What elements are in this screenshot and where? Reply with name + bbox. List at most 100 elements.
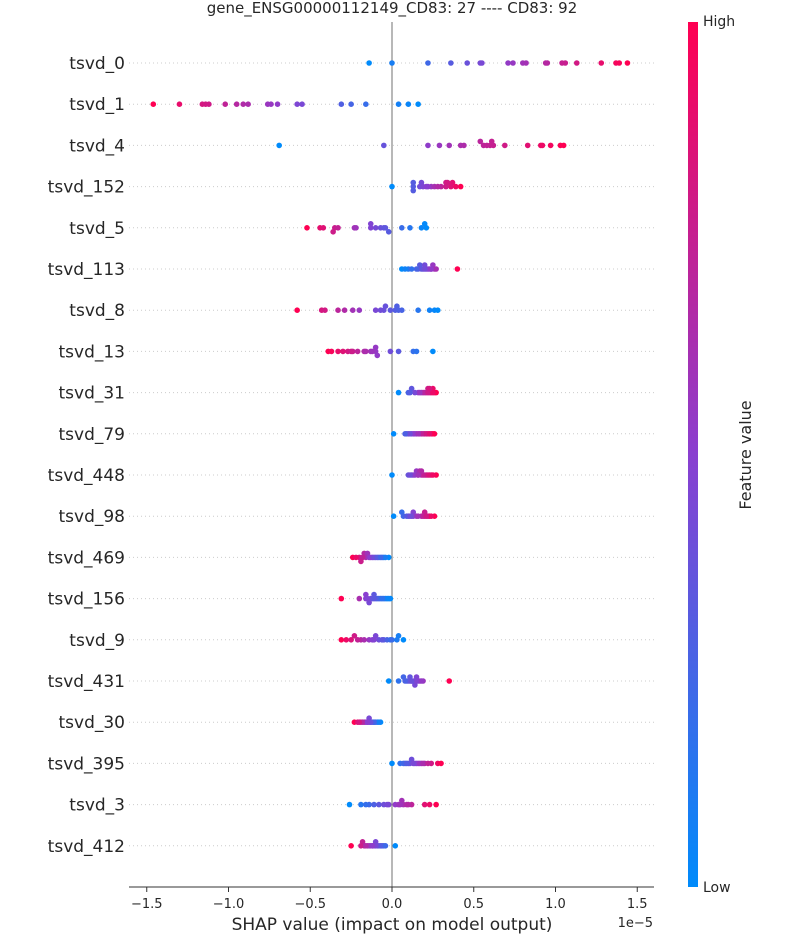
data-point (389, 60, 395, 66)
data-point (431, 431, 438, 437)
colorbar-high-label: High (703, 14, 735, 30)
data-point (430, 389, 436, 396)
data-point (423, 183, 430, 190)
feature-label: tsvd_152 (48, 178, 125, 198)
data-point (341, 307, 348, 314)
data-point (389, 472, 395, 478)
feature-label: tsvd_412 (48, 837, 125, 857)
x-tick-label: 0.0 (382, 897, 403, 912)
data-point (364, 719, 371, 725)
feature-label: tsvd_156 (48, 590, 125, 610)
data-point (358, 558, 364, 565)
data-point (410, 760, 417, 767)
data-point (407, 389, 413, 396)
data-point (328, 348, 335, 355)
data-point (410, 179, 417, 186)
data-point (371, 595, 377, 602)
feature-labels: tsvd_0 tsvd_1 tsvd_4 tsvd_152 tsvd_5 tsvd_113… (48, 54, 125, 857)
data-point (348, 637, 354, 643)
data-point (338, 101, 345, 107)
data-point (426, 307, 433, 314)
data-point (176, 101, 183, 107)
data-point (233, 101, 240, 107)
data-point (434, 183, 441, 190)
x-axis-offset-label: 1e−5 (618, 916, 653, 931)
data-point (348, 348, 354, 355)
data-point (433, 266, 439, 272)
data-point (415, 513, 421, 519)
data-point (150, 101, 157, 107)
data-point (335, 348, 341, 355)
data-point (426, 431, 433, 437)
data-point (356, 307, 363, 314)
data-point (407, 431, 413, 437)
data-point (382, 225, 389, 231)
data-point (338, 595, 345, 602)
data-point (395, 678, 402, 684)
data-point (415, 472, 421, 478)
data-point (372, 225, 379, 231)
feature-label: tsvd_1 (69, 95, 125, 115)
data-point (356, 719, 363, 725)
data-point (335, 307, 341, 314)
data-point (407, 513, 413, 519)
x-tick-label: 0.5 (463, 897, 484, 912)
data-point (381, 142, 387, 149)
data-point (222, 101, 229, 107)
data-point (374, 352, 381, 359)
data-point (377, 307, 384, 314)
data-point (420, 760, 426, 767)
data-point (366, 60, 372, 66)
data-point (454, 266, 461, 272)
data-point (387, 348, 394, 355)
data-point (423, 513, 430, 519)
feature-label: tsvd_395 (48, 754, 125, 774)
data-point (488, 138, 495, 145)
data-point (598, 60, 605, 66)
data-point (408, 266, 415, 272)
data-point (464, 60, 471, 66)
data-point (418, 225, 425, 231)
data-point (438, 760, 444, 767)
data-point (268, 101, 274, 107)
data-point (363, 101, 369, 107)
data-point (430, 472, 436, 478)
data-point (547, 142, 554, 149)
data-point (421, 801, 428, 808)
data-point (364, 595, 371, 602)
x-tick-label: 1.0 (545, 897, 566, 912)
feature-label: tsvd_79 (58, 425, 125, 445)
data-point (402, 678, 408, 684)
colorbar-low-label: Low (703, 880, 731, 896)
data-point (413, 348, 420, 355)
x-axis-ticks: −1.5 −1.0 −0.5 0.0 0.5 1.0 1.5 (131, 887, 648, 912)
feature-label: tsvd_8 (69, 301, 125, 321)
data-point (425, 760, 431, 767)
data-point (371, 801, 377, 808)
data-point (428, 266, 435, 272)
data-point (351, 633, 358, 639)
feature-label: tsvd_0 (69, 54, 125, 74)
data-point (377, 554, 384, 561)
data-point (348, 843, 354, 849)
data-point (405, 801, 412, 808)
data-point (425, 142, 431, 149)
data-point (367, 221, 374, 227)
data-point (433, 801, 439, 808)
data-point (624, 60, 631, 66)
data-point (395, 389, 402, 396)
data-point (353, 225, 359, 231)
data-point (425, 60, 431, 66)
data-point (402, 266, 408, 272)
data-point (523, 60, 529, 66)
data-point (461, 142, 467, 149)
data-point (389, 183, 395, 190)
feature-label: tsvd_448 (48, 466, 125, 486)
data-point (354, 637, 361, 643)
feature-label: tsvd_431 (48, 672, 125, 692)
data-point (395, 307, 402, 314)
data-point (397, 801, 403, 808)
data-point (363, 843, 369, 849)
data-point (348, 101, 354, 107)
data-point (457, 183, 464, 190)
